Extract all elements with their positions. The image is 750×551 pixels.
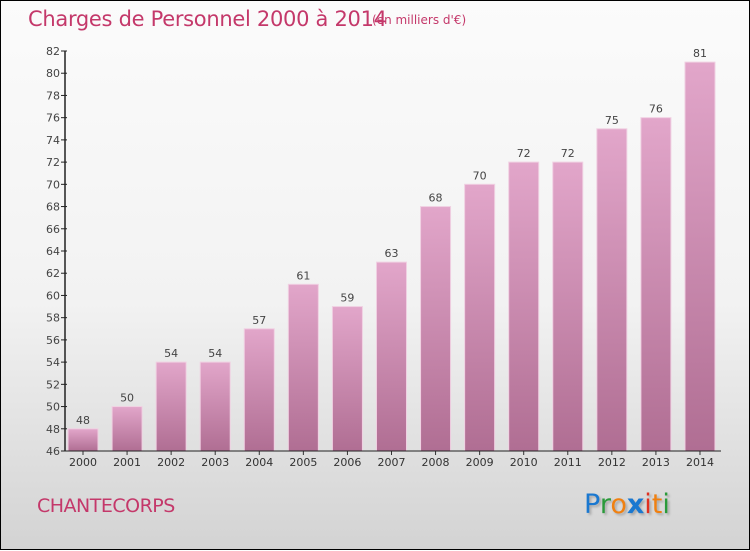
y-tick-label-78: 78 — [46, 89, 60, 102]
place-name: CHANTECORPS — [37, 495, 175, 517]
x-tick-label-2012: 2012 — [598, 456, 626, 469]
data-label-2014: 81 — [693, 47, 707, 60]
x-tick-label-2010: 2010 — [510, 456, 538, 469]
x-tick-label-2005: 2005 — [289, 456, 317, 469]
logo-letter: P — [584, 489, 600, 520]
bar-2011 — [552, 161, 584, 452]
bar-2006 — [331, 306, 363, 452]
x-tick-label-2013: 2013 — [642, 456, 670, 469]
proxiti-logo: Proxiti — [584, 489, 670, 520]
logo-letter: x — [626, 489, 645, 520]
data-label-2003: 54 — [208, 347, 222, 360]
x-tick-label-2000: 2000 — [69, 456, 97, 469]
x-tick-label-2007: 2007 — [377, 456, 405, 469]
logo-letter: i — [662, 489, 670, 520]
x-tick-label-2008: 2008 — [422, 456, 450, 469]
y-tick-label-60: 60 — [46, 289, 60, 302]
y-tick-label-50: 50 — [46, 401, 60, 414]
x-tick-label-2001: 2001 — [113, 456, 141, 469]
y-tick-label-82: 82 — [46, 45, 60, 58]
y-tick-label-70: 70 — [46, 178, 60, 191]
logo-letter: o — [610, 489, 627, 520]
chart-title: Charges de Personnel 2000 à 2014 — [28, 7, 387, 31]
bar-2013 — [640, 117, 672, 452]
y-tick-label-74: 74 — [46, 134, 60, 147]
bar-2002 — [155, 361, 187, 452]
x-tick-label-2011: 2011 — [554, 456, 582, 469]
data-label-2004: 57 — [252, 314, 266, 327]
y-tick-label-48: 48 — [46, 423, 60, 436]
y-tick-label-80: 80 — [46, 67, 60, 80]
data-label-2008: 68 — [429, 192, 443, 205]
data-label-2006: 59 — [340, 292, 354, 305]
bar-2005 — [287, 283, 319, 452]
bar-2000 — [67, 428, 99, 452]
y-tick-label-64: 64 — [46, 245, 60, 258]
x-tick-label-2006: 2006 — [333, 456, 361, 469]
chart-subtitle: (en milliers d'€) — [372, 13, 467, 27]
y-tick-label-76: 76 — [46, 112, 60, 125]
data-label-2010: 72 — [517, 147, 531, 160]
x-tick-label-2014: 2014 — [686, 456, 714, 469]
bar-2008 — [420, 206, 452, 452]
x-tick-label-2003: 2003 — [201, 456, 229, 469]
data-label-2001: 50 — [120, 392, 134, 405]
y-tick-label-56: 56 — [46, 334, 60, 347]
data-label-2000: 48 — [76, 414, 90, 427]
bar-2004 — [243, 328, 275, 452]
y-tick-label-58: 58 — [46, 312, 60, 325]
y-tick-label-52: 52 — [46, 378, 60, 391]
y-tick-label-66: 66 — [46, 223, 60, 236]
bar-2012 — [596, 128, 628, 452]
bar-2007 — [375, 261, 407, 452]
x-tick-label-2002: 2002 — [157, 456, 185, 469]
bar-2009 — [464, 183, 496, 452]
logo-letter: r — [599, 489, 611, 520]
data-label-2012: 75 — [605, 114, 619, 127]
data-label-2013: 76 — [649, 103, 663, 116]
bar-2014 — [684, 61, 716, 452]
data-label-2005: 61 — [296, 269, 310, 282]
y-tick-label-46: 46 — [46, 445, 60, 458]
data-label-2011: 72 — [561, 147, 575, 160]
data-label-2007: 63 — [384, 247, 398, 260]
logo-letter: t — [651, 489, 663, 520]
y-tick-label-54: 54 — [46, 356, 60, 369]
bar-2003 — [199, 361, 231, 452]
x-tick-label-2009: 2009 — [466, 456, 494, 469]
bar-2001 — [111, 406, 143, 452]
bar-2010 — [508, 161, 540, 452]
y-tick-label-68: 68 — [46, 201, 60, 214]
y-tick-label-62: 62 — [46, 267, 60, 280]
data-label-2009: 70 — [473, 169, 487, 182]
logo-letter: i — [644, 489, 652, 520]
x-tick-label-2004: 2004 — [245, 456, 273, 469]
data-label-2002: 54 — [164, 347, 178, 360]
y-tick-label-72: 72 — [46, 156, 60, 169]
